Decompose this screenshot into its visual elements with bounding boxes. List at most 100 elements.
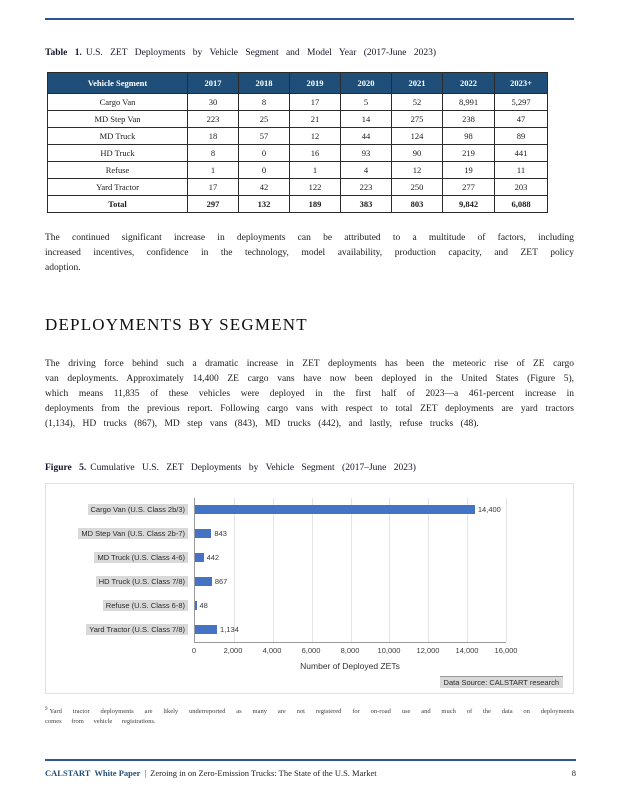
x-axis-tick: 6,000 [301, 645, 321, 655]
doc-type-label: White Paper [94, 768, 141, 778]
table-row-cargo-van: Cargo Van 30 8 17 5 52 8,991 5,297 [47, 93, 548, 111]
chart-plot-area: Cargo Van (U.S. Class 2b/3) MD Step Van … [56, 497, 563, 643]
chart-label-row: MD Step Van (U.S. Class 2b-7) [56, 522, 194, 546]
table-row-md-truck: MD Truck 18 57 12 44 124 98 89 [47, 127, 548, 145]
cell: 1 [289, 161, 341, 179]
bar-value-label: 48 [199, 601, 208, 610]
table-row-md-step-van: MD Step Van 223 25 21 14 275 238 47 [47, 110, 548, 128]
footer-left: CALSTART White Paper | Zeroing in on Zero-E… [45, 768, 377, 778]
cell: Total [47, 195, 188, 213]
cell: 238 [442, 110, 495, 128]
table-caption-text: U.S. ZET Deployments by Vehicle Segment … [85, 48, 437, 58]
x-axis-tick: 16,000 [494, 645, 518, 655]
cell: 16 [289, 144, 341, 162]
cell: MD Truck [47, 127, 188, 145]
chart-category-label: MD Step Van (U.S. Class 2b-7) [78, 528, 188, 539]
body-paragraph-segment-intro: The driving force behind such a dramatic… [45, 358, 574, 430]
cell: 12 [289, 127, 341, 145]
top-rule [45, 18, 574, 20]
cell: 297 [187, 195, 239, 213]
table-caption: Table 1. U.S. ZET Deployments by Vehicle … [45, 48, 574, 58]
cell: 223 [187, 110, 239, 128]
chart-label-row: HD Truck (U.S. Class 7/8) [56, 570, 194, 594]
col-header-2021: 2021 [391, 72, 443, 94]
x-axis-tick: 2,000 [223, 645, 243, 655]
gridline [389, 497, 391, 642]
cell: 250 [391, 178, 443, 196]
cell: 30 [187, 93, 239, 111]
footer-line: CALSTART White Paper | Zeroing in on Zero-E… [45, 768, 576, 778]
cell: 275 [391, 110, 443, 128]
cell: 44 [340, 127, 392, 145]
bar-md-truck [195, 553, 204, 562]
cell: 219 [442, 144, 495, 162]
cell: 383 [340, 195, 392, 213]
bar-yard-tractor [195, 625, 218, 634]
gridline [311, 497, 313, 642]
cell: 25 [238, 110, 290, 128]
bar-refuse [195, 601, 197, 610]
cell: 9,842 [442, 195, 495, 213]
cell: 11 [494, 161, 548, 179]
cell: 47 [494, 110, 548, 128]
table-row-total: Total 297 132 189 383 803 9,842 6,088 [47, 195, 548, 213]
bar-value-label: 867 [214, 577, 228, 586]
col-header-2020: 2020 [340, 72, 392, 94]
bar-row: 14,400 [195, 498, 506, 522]
cell: 98 [442, 127, 495, 145]
x-axis-tick: 14,000 [455, 645, 479, 655]
body-paragraph-after-table: The continued significant increase in de… [45, 233, 574, 274]
cell: 223 [340, 178, 392, 196]
x-axis-label: Number of Deployed ZETs [300, 660, 400, 671]
bar-row: 48 [195, 594, 506, 618]
gridline [272, 497, 274, 642]
col-header-2023plus: 2023+ [494, 72, 548, 94]
chart-category-labels: Cargo Van (U.S. Class 2b/3) MD Step Van … [56, 498, 194, 643]
bar-value-label: 442 [206, 553, 220, 562]
cell: 124 [391, 127, 443, 145]
chart-label-row: Refuse (U.S. Class 6-8) [56, 594, 194, 618]
x-axis-tick: 8,000 [340, 645, 360, 655]
table-row-hd-truck: HD Truck 8 0 16 93 90 219 441 [47, 144, 548, 162]
gridline [233, 497, 235, 642]
figure-caption-label: Figure 5. [45, 462, 87, 473]
page-content: Table 1. U.S. ZET Deployments by Vehicle … [45, 18, 574, 725]
gridline [350, 497, 352, 642]
cell: Yard Tractor [47, 178, 188, 196]
bar-chart: Cargo Van (U.S. Class 2b/3) MD Step Van … [45, 482, 574, 694]
col-header-2022: 2022 [442, 72, 495, 94]
gridline [428, 497, 430, 642]
bar-value-label: 843 [214, 529, 227, 538]
table-header-row: Vehicle Segment 2017 2018 2019 2020 2021… [47, 72, 548, 94]
cell: 8 [238, 93, 290, 111]
footer-separator: | [144, 768, 147, 778]
cell: 17 [187, 178, 239, 196]
col-header-2019: 2019 [289, 72, 341, 94]
bar-row: 442 [195, 546, 506, 570]
bar-value-label: 14,400 [477, 505, 501, 514]
bar-cargo-van [195, 505, 475, 514]
cell: HD Truck [47, 144, 188, 162]
page-footer: CALSTART White Paper | Zeroing in on Zero-E… [45, 759, 576, 778]
footer-document-title: Zeroing in on Zero-Emission Trucks: The … [150, 768, 377, 778]
cell: 52 [391, 93, 443, 111]
cell: 42 [238, 178, 290, 196]
cell: 5 [340, 93, 392, 111]
cell: Refuse [47, 161, 188, 179]
figure-caption-text: Cumulative U.S. ZET Deployments by Vehic… [90, 462, 416, 473]
cell: 441 [494, 144, 548, 162]
page-number: 8 [571, 768, 576, 778]
chart-category-label: MD Truck (U.S. Class 4-6) [94, 552, 188, 563]
cell: 0 [238, 161, 290, 179]
footnote-marker: 9 [45, 706, 48, 712]
col-header-2017: 2017 [187, 72, 239, 94]
cell: 189 [289, 195, 341, 213]
x-axis-tick: 10,000 [377, 645, 401, 655]
bar-row: 867 [195, 570, 506, 594]
cell: 277 [442, 178, 495, 196]
x-axis-tick: 12,000 [416, 645, 440, 655]
table-caption-label: Table 1. [45, 48, 82, 58]
chart-label-row: Yard Tractor (U.S. Class 7/8) [56, 618, 194, 642]
cell: 90 [391, 144, 443, 162]
